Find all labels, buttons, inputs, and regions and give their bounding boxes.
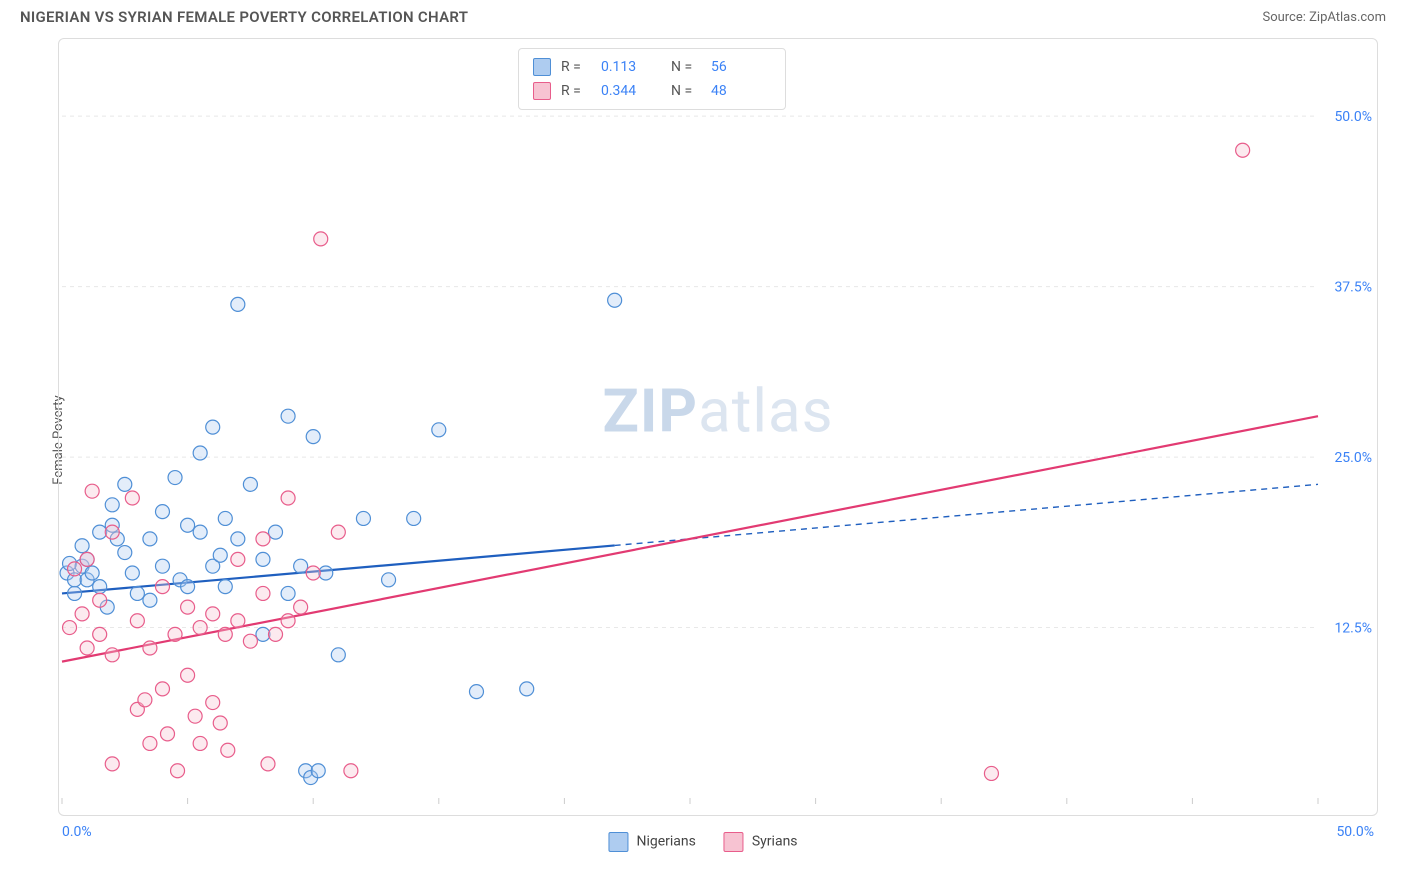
legend-swatch-icon xyxy=(608,832,628,852)
legend-item-nigerians: Nigerians xyxy=(608,832,695,852)
r-value-1: 0.344 xyxy=(601,83,661,99)
r-label: R = xyxy=(561,83,591,99)
chart-title: NIGERIAN VS SYRIAN FEMALE POVERTY CORREL… xyxy=(20,8,468,26)
svg-text:50.0%: 50.0% xyxy=(1334,109,1372,125)
legend-label-nigerians: Nigerians xyxy=(636,834,695,850)
legend-swatch-nigerians xyxy=(533,58,551,76)
chart-area: Female Poverty 12.5%25.0%37.5%50.0% ZIPa… xyxy=(20,30,1386,850)
legend-stats-row-0: R = 0.113 N = 56 xyxy=(533,55,771,79)
svg-text:12.5%: 12.5% xyxy=(1334,621,1372,637)
r-value-0: 0.113 xyxy=(601,59,661,75)
legend-item-syrians: Syrians xyxy=(724,832,798,852)
plot-region: 12.5%25.0%37.5%50.0% ZIPatlas R = 0.113 … xyxy=(58,38,1378,816)
x-axis-max-label: 50.0% xyxy=(1336,824,1374,840)
n-value-0: 56 xyxy=(711,59,771,75)
legend-swatch-icon xyxy=(724,832,744,852)
r-label: R = xyxy=(561,59,591,75)
chart-header: NIGERIAN VS SYRIAN FEMALE POVERTY CORREL… xyxy=(0,0,1406,30)
n-value-1: 48 xyxy=(711,83,771,99)
svg-text:37.5%: 37.5% xyxy=(1334,280,1372,296)
legend-stats-row-1: R = 0.344 N = 48 xyxy=(533,79,771,103)
legend-series: Nigerians Syrians xyxy=(608,832,797,852)
n-label: N = xyxy=(671,83,701,99)
legend-swatch-syrians xyxy=(533,82,551,100)
x-axis-min-label: 0.0% xyxy=(62,824,92,840)
legend-label-syrians: Syrians xyxy=(752,834,798,850)
svg-text:25.0%: 25.0% xyxy=(1334,450,1372,466)
n-label: N = xyxy=(671,59,701,75)
chart-svg: 12.5% 25.0% 37.5% 50.0% xyxy=(58,38,1378,816)
source-label: Source: ZipAtlas.com xyxy=(1262,10,1386,25)
legend-stats: R = 0.113 N = 56 R = 0.344 N = 48 xyxy=(518,48,786,110)
